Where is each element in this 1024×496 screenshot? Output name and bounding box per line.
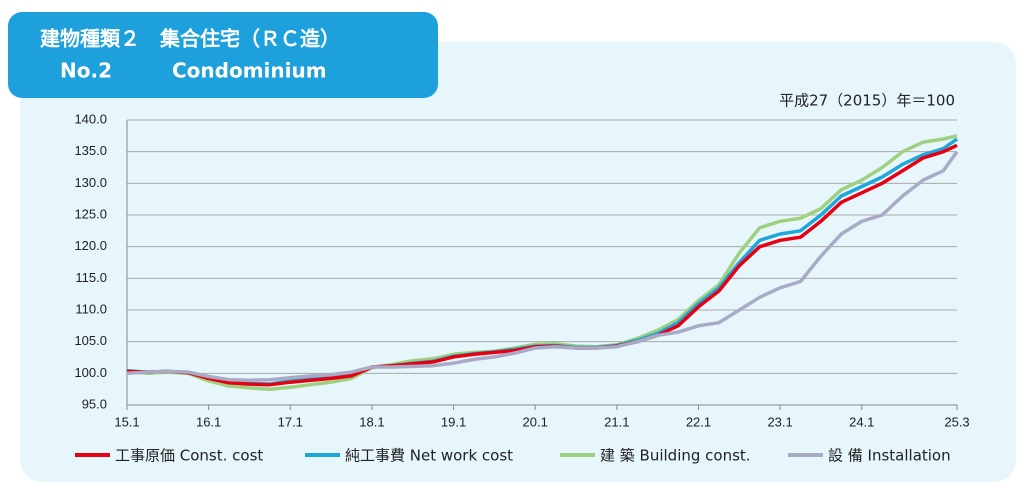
x-tick-label: 16.1 bbox=[196, 414, 221, 429]
y-tick-label: 130.0 bbox=[74, 175, 107, 190]
y-tick-label: 125.0 bbox=[74, 206, 107, 221]
y-tick-label: 110.0 bbox=[75, 301, 107, 316]
y-tick-label: 95.0 bbox=[82, 396, 107, 411]
x-tick-label: 19.1 bbox=[441, 414, 466, 429]
y-tick-label: 135.0 bbox=[74, 143, 107, 158]
x-tick-label: 21.1 bbox=[604, 414, 629, 429]
x-tick-label: 23.1 bbox=[767, 414, 792, 429]
x-tick-label: 17.1 bbox=[278, 414, 303, 429]
chart-subtitle: No.2 Condominium bbox=[60, 59, 327, 83]
y-tick-label: 100.0 bbox=[74, 365, 107, 380]
chart-title: 建物種類２ 集合住宅（ＲＣ造） bbox=[40, 27, 340, 51]
note: 平成27（2015）年＝100 bbox=[779, 92, 955, 110]
legend-label: 設 備 Installation bbox=[828, 447, 951, 465]
title-box bbox=[8, 12, 438, 98]
x-tick-label: 22.1 bbox=[686, 414, 711, 429]
x-tick-label: 24.1 bbox=[849, 414, 874, 429]
series-line bbox=[126, 150, 959, 383]
legend-label: 工事原価 Const. cost bbox=[115, 447, 263, 465]
legend-label: 建 築 Building const. bbox=[600, 447, 751, 465]
y-tick-label: 140.0 bbox=[74, 111, 107, 126]
y-tick-label: 105.0 bbox=[74, 333, 107, 348]
x-tick-label: 15.1 bbox=[114, 414, 139, 429]
legend-label: 純工事費 Net work cost bbox=[345, 447, 513, 465]
series-line bbox=[126, 134, 958, 391]
x-tick-label: 18.1 bbox=[359, 414, 384, 429]
y-tick-label: 120.0 bbox=[74, 238, 107, 253]
y-tick-label: 115.0 bbox=[75, 270, 107, 285]
x-tick-label: 25.3 bbox=[944, 414, 969, 429]
x-tick-label: 20.1 bbox=[523, 414, 548, 429]
